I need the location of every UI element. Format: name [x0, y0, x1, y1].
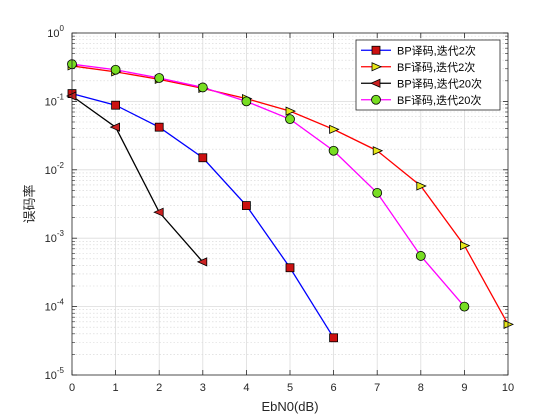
x-tick-label: 9 — [461, 382, 467, 394]
data-point — [198, 153, 208, 163]
series-3 — [66, 91, 208, 267]
series-line — [71, 63, 465, 308]
data-point — [111, 100, 120, 110]
x-axis-label: EbN0(dB) — [261, 399, 318, 414]
legend-marker — [371, 94, 381, 105]
legend-marker — [371, 45, 381, 55]
data-point — [241, 96, 252, 107]
data-point — [285, 106, 296, 116]
data-point — [66, 91, 77, 101]
tick-marks — [71, 32, 509, 376]
y-tick-labels: 10-5 10-4 10-3 10-2 10-1 100 — [45, 24, 65, 382]
legend-label: BF译码,迭代2次 — [397, 60, 475, 74]
data-point — [153, 207, 164, 217]
data-point — [154, 122, 164, 132]
legend-marker — [370, 78, 381, 88]
y-axis-label: 误码率 — [22, 184, 37, 223]
x-tick-label: 6 — [331, 382, 337, 394]
data-point — [197, 82, 208, 93]
legend-item: BP译码,迭代2次 — [361, 43, 476, 57]
data-point — [241, 201, 251, 210]
y-tick-label: 10-5 — [45, 366, 65, 382]
legend-marker — [371, 62, 382, 72]
series-line — [71, 95, 204, 263]
y-tick-label: 10-3 — [45, 229, 65, 245]
data-point — [503, 319, 514, 329]
legend-label: BP译码,迭代20次 — [397, 76, 482, 90]
legend-item: BF译码,迭代2次 — [361, 60, 475, 74]
x-tick-labels: 0 1 2 3 4 5 6 7 8 9 10 — [69, 382, 514, 394]
data-point — [329, 333, 339, 343]
x-tick-label: 3 — [200, 382, 206, 394]
data-point — [328, 145, 339, 156]
series-layer — [66, 59, 514, 343]
data-point — [285, 114, 295, 125]
data-point — [459, 240, 471, 251]
data-point — [154, 73, 165, 83]
data-point — [372, 146, 384, 156]
y-tick-label: 100 — [47, 24, 64, 40]
data-point — [196, 257, 208, 267]
y-tick-label: 10-2 — [45, 161, 65, 177]
legend-item: BF译码,迭代20次 — [361, 93, 481, 107]
x-tick-label: 1 — [113, 382, 119, 394]
data-point — [285, 263, 295, 273]
y-tick-label: 10-4 — [45, 298, 65, 314]
legend-item: BP译码,迭代20次 — [361, 76, 482, 90]
data-point — [416, 181, 427, 191]
x-tick-label: 7 — [374, 382, 380, 394]
series-4 — [67, 59, 470, 312]
x-tick-label: 0 — [69, 382, 75, 394]
legend-label: BP译码,迭代2次 — [397, 43, 476, 57]
data-point — [109, 122, 120, 132]
y-tick-label: 10-1 — [45, 92, 65, 108]
data-point — [459, 301, 470, 312]
x-tick-label: 2 — [156, 382, 162, 394]
data-point — [110, 64, 121, 75]
legend: BP译码,迭代2次 BF译码,迭代2次 BP译码,迭代20次 BF译码,迭代20次 — [355, 39, 501, 111]
legend-label: BF译码,迭代20次 — [397, 93, 481, 107]
x-tick-label: 8 — [418, 382, 424, 394]
data-point — [372, 187, 383, 198]
x-tick-label: 4 — [243, 382, 249, 394]
x-tick-label: 10 — [502, 382, 514, 394]
x-tick-label: 5 — [287, 382, 293, 394]
data-point — [415, 251, 426, 261]
data-point — [329, 124, 340, 134]
